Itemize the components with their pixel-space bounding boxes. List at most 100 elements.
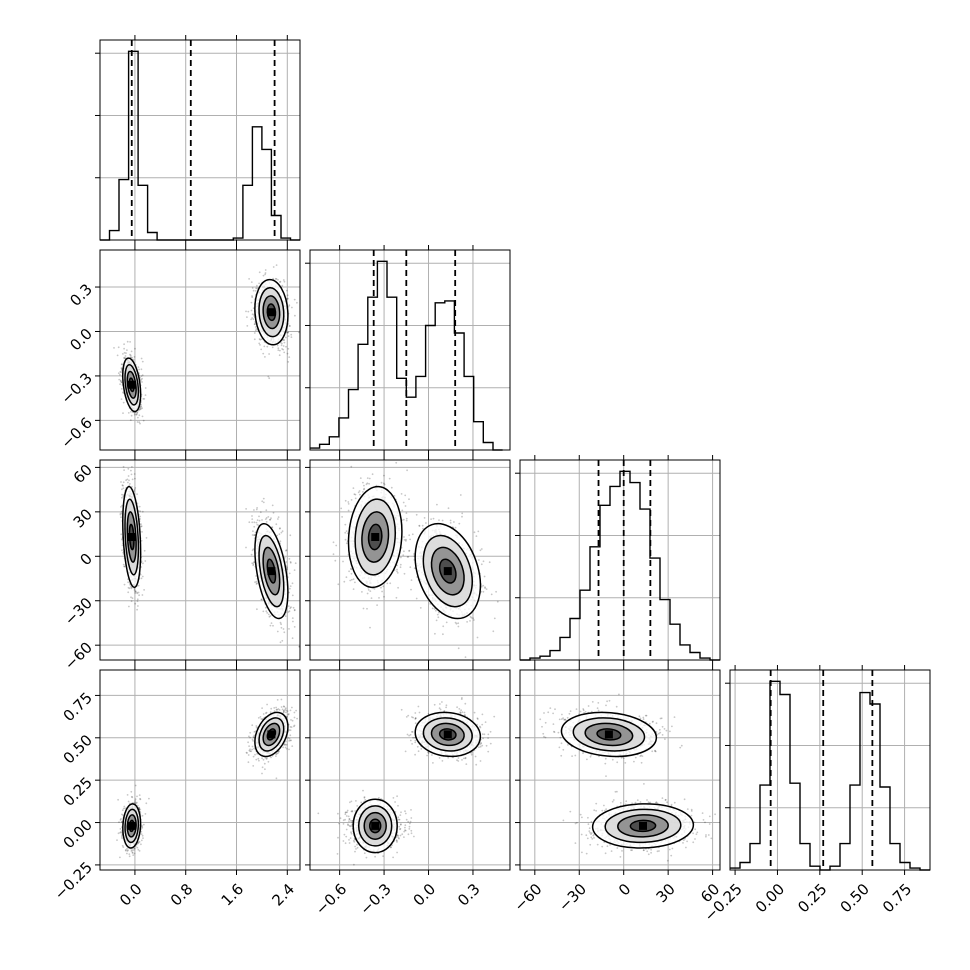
scatter-point (128, 479, 130, 482)
scatter-point (405, 540, 407, 542)
scatter-point (256, 284, 258, 287)
scatter-point (251, 296, 254, 299)
scatter-point (285, 561, 288, 563)
scatter-point (286, 352, 289, 355)
density-peak (127, 533, 136, 541)
scatter-point (247, 310, 250, 313)
scatter-point (354, 497, 357, 500)
scatter-point (134, 477, 136, 480)
scatter-point (288, 304, 291, 307)
scatter-point (255, 328, 258, 330)
scatter-point (139, 408, 142, 411)
scatter-point (136, 591, 138, 594)
scatter-point (134, 590, 137, 593)
scatter-point (120, 398, 123, 400)
scatter-point (278, 533, 281, 536)
hist-panel-4 (725, 669, 931, 871)
scatter-point (272, 624, 274, 627)
scatter-point (127, 591, 130, 594)
scatter-point (352, 487, 355, 489)
scatter-point (288, 356, 291, 358)
scatter-point (496, 600, 499, 603)
scatter-point (366, 607, 368, 610)
scatter-point (119, 512, 122, 515)
scatter-point (134, 487, 137, 489)
scatter-point (432, 517, 435, 520)
scatter-point (296, 301, 298, 304)
scatter-point (265, 521, 268, 523)
scatter-point (362, 491, 364, 493)
scatter-point (130, 350, 133, 353)
density-contours (122, 485, 142, 589)
scatter-point (362, 607, 365, 610)
scatter-point (133, 589, 136, 592)
scatter-point (473, 531, 476, 534)
panel-grid: 0.0 0.8 1.6 2.4 −0.6 −0.3 0.0 0.3 −60 −30 0 30 60−0.… (51, 35, 931, 925)
scatter-point (130, 596, 132, 599)
scatter-point (418, 524, 421, 527)
scatter-panel-3-1 (99, 459, 301, 661)
scatter-point (280, 344, 283, 347)
scatter-point (335, 544, 338, 547)
scatter-point (123, 343, 125, 346)
scatter-point (283, 631, 286, 634)
scatter-point (120, 371, 123, 374)
scatter-point (344, 538, 347, 541)
scatter-point (245, 310, 247, 313)
scatter-point (409, 538, 411, 541)
scatter-point (138, 408, 141, 411)
panel-frame (99, 249, 301, 451)
scatter-point (401, 509, 404, 512)
scatter-point (266, 612, 269, 614)
scatter-point (274, 277, 277, 280)
scatter-point (276, 534, 279, 537)
scatter-point (282, 345, 285, 347)
scatter-point (141, 575, 144, 578)
scatter-point (397, 586, 399, 589)
scatter-point (121, 363, 124, 366)
scatter-point (135, 413, 138, 416)
scatter-point (381, 590, 383, 593)
scatter-point (264, 518, 267, 520)
scatter-point (260, 348, 263, 351)
scatter-point (286, 297, 288, 300)
scatter-point (349, 579, 352, 582)
scatter-point (127, 581, 129, 584)
scatter-point (121, 504, 123, 507)
scatter-point (277, 279, 279, 281)
scatter-point (396, 568, 398, 571)
scatter-point (285, 345, 287, 348)
scatter-point (123, 565, 126, 568)
scatter-point (258, 338, 261, 340)
scatter-point (341, 516, 343, 518)
scatter-point (120, 388, 123, 390)
scatter-point (413, 553, 415, 555)
scatter-point (255, 580, 258, 583)
scatter-point (478, 559, 480, 561)
scatter-point (134, 590, 137, 593)
scatter-point (332, 541, 335, 544)
scatter-point (262, 610, 265, 613)
scatter-point (289, 561, 292, 563)
scatter-point (348, 570, 350, 573)
scatter-point (133, 412, 136, 414)
scatter-point (119, 370, 122, 373)
scatter-point (383, 595, 385, 598)
scatter-point (127, 412, 130, 414)
scatter-point (280, 626, 283, 629)
scatter-point (405, 519, 408, 522)
scatter-point (136, 600, 139, 603)
scatter-point (123, 356, 126, 359)
scatter-point (141, 374, 144, 377)
scatter-point (121, 488, 123, 491)
scatter-point (119, 373, 121, 376)
scatter-point (137, 584, 140, 587)
scatter-point (254, 290, 257, 292)
scatter-point (121, 549, 123, 552)
scatter-point (255, 583, 258, 585)
scatter-point (120, 538, 123, 541)
scatter-panel-3-2 (309, 459, 511, 661)
density-peak (267, 567, 276, 576)
scatter-point (119, 513, 122, 516)
